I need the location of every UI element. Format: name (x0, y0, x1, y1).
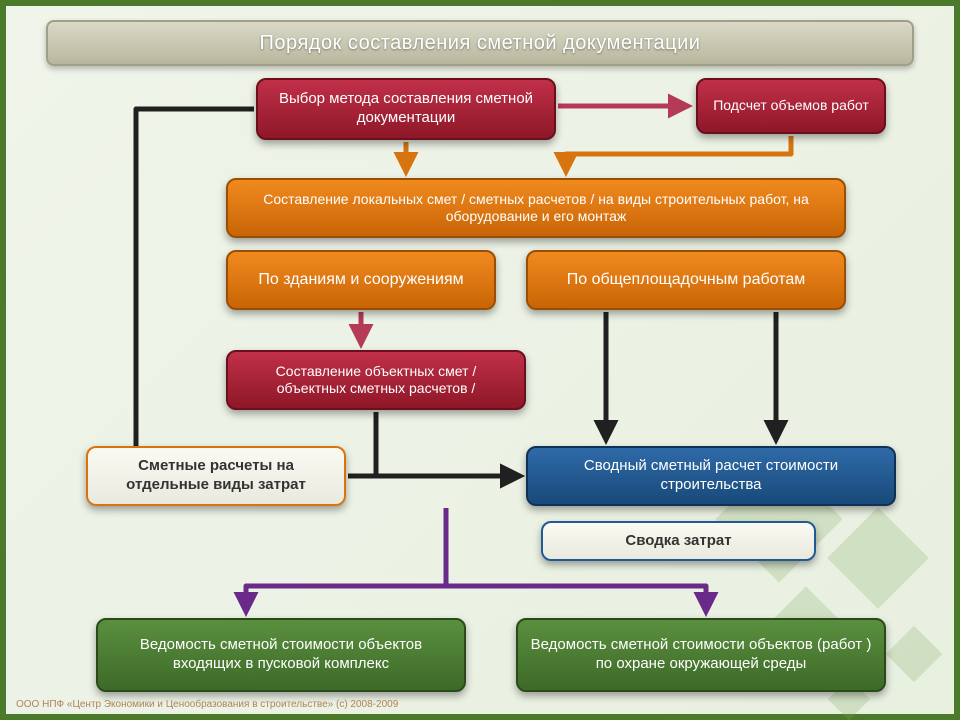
node-ved2: Ведомость сметной стоимости объектов (ра… (516, 618, 886, 692)
node-summary: Сводный сметный расчет стоимости строите… (526, 446, 896, 506)
node-svodka: Сводка затрат (541, 521, 816, 561)
node-label: Составление локальных смет / сметных рас… (240, 191, 832, 226)
node-label: Сметные расчеты на отдельные виды затрат (100, 457, 332, 495)
diagram-stage: Порядок составления сметной документации… (0, 0, 960, 720)
node-label: Ведомость сметной стоимости объектов (ра… (530, 636, 872, 674)
node-label: Выбор метода составления сметной докумен… (270, 90, 542, 128)
node-label: Ведомость сметной стоимости объектов вхо… (110, 636, 452, 674)
node-label: Сводный сметный расчет стоимости строите… (540, 457, 882, 495)
node-label: Составление объектных смет / объектных с… (240, 363, 512, 398)
node-label: По общеплощадочным работам (567, 270, 805, 290)
node-byBuild: По зданиям и сооружениям (226, 250, 496, 310)
node-label: По зданиям и сооружениям (258, 270, 463, 290)
arrow (376, 412, 520, 476)
node-method: Выбор метода составления сметной докумен… (256, 78, 556, 140)
node-volumes: Подсчет объемов работ (696, 78, 886, 134)
node-label: Подсчет объемов работ (713, 97, 869, 115)
node-object: Составление объектных смет / объектных с… (226, 350, 526, 410)
arrow (446, 586, 706, 612)
node-local: Составление локальных смет / сметных рас… (226, 178, 846, 238)
node-sepCosts: Сметные расчеты на отдельные виды затрат (86, 446, 346, 506)
node-byArea: По общеплощадочным работам (526, 250, 846, 310)
node-ved1: Ведомость сметной стоимости объектов вхо… (96, 618, 466, 692)
page-title-text: Порядок составления сметной документации (260, 32, 701, 55)
arrow (246, 508, 446, 612)
node-label: Сводка затрат (625, 532, 731, 551)
arrow (566, 136, 791, 172)
footer-text: ООО НПФ «Центр Экономики и Ценообразован… (16, 699, 398, 710)
page-title: Порядок составления сметной документации (46, 20, 914, 66)
